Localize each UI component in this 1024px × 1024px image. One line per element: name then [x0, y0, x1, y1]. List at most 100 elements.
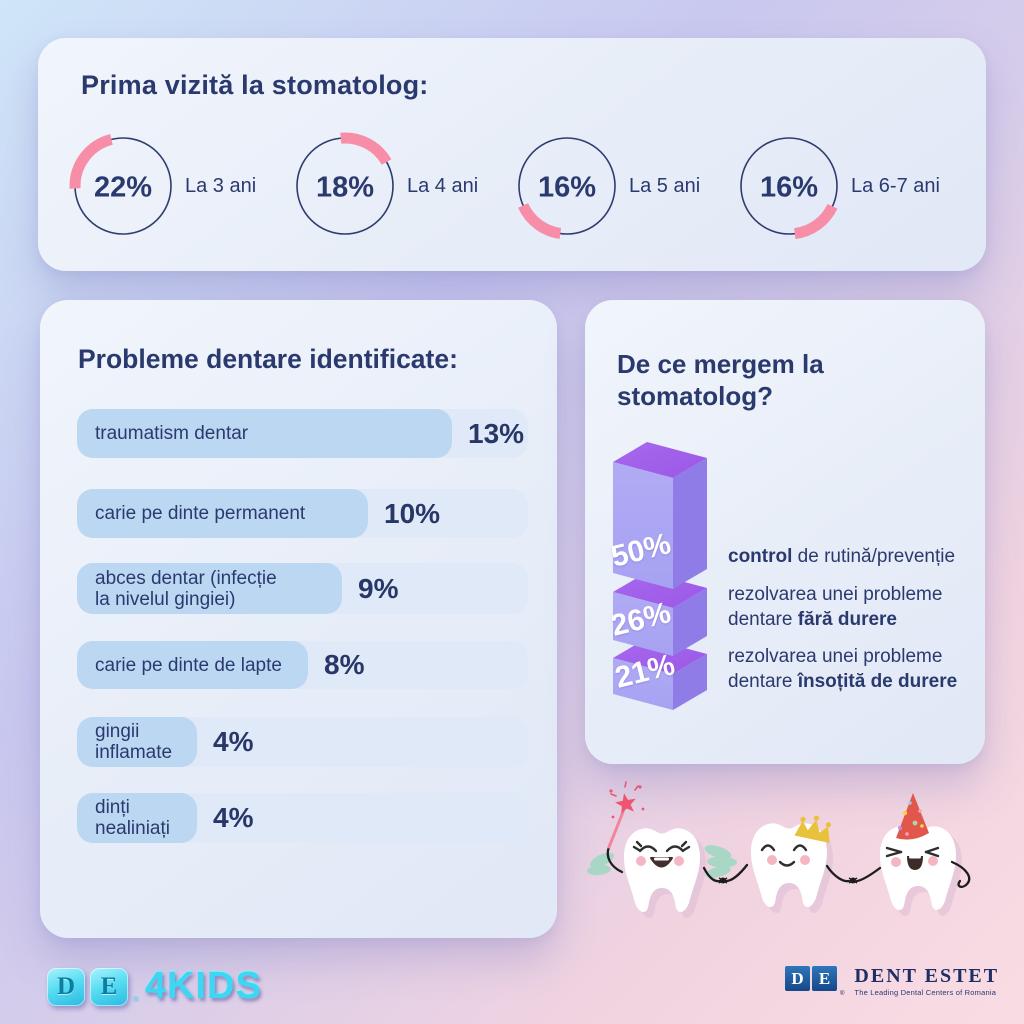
- bar-fill: [77, 489, 368, 538]
- cheek: [674, 856, 684, 866]
- donut-value: 22%: [94, 171, 152, 203]
- de4kids-wordmark: 4KIDS: [144, 965, 262, 1007]
- smile-mouth: [778, 860, 796, 867]
- reasons-card: De ce mergem la stomatolog? control de r…: [585, 300, 985, 764]
- donut-age-label: La 3 ani: [185, 174, 257, 197]
- cheek: [767, 855, 777, 865]
- dent-estet-wordmark: DENT ESTET: [854, 965, 1000, 987]
- problem-bar-row: abces dentar (infecție la nivelul gingiei…: [77, 563, 528, 614]
- donut-value: 16%: [760, 171, 818, 203]
- problem-bar-row: carie pe dinte de lapte 8%: [77, 641, 528, 689]
- reason-label: rezolvarea unei probleme dentare fără du…: [728, 584, 943, 630]
- bar-label: dinți nealiniați: [95, 797, 170, 839]
- bar-label: carie pe dinte permanent: [95, 503, 306, 524]
- donut-arc: [340, 132, 392, 165]
- bar-label: carie pe dinte de lapte: [95, 654, 282, 676]
- problem-bar-row: carie pe dinte permanent 10%: [77, 489, 528, 538]
- reason-label: rezolvarea unei probleme dentare însoțit…: [728, 646, 958, 692]
- donut-arc: [518, 203, 562, 239]
- reasons-title: De ce mergem la stomatolog?: [617, 348, 824, 412]
- reasons-title-line2: stomatolog?: [617, 381, 773, 411]
- donut-age-label: La 4 ani: [407, 174, 479, 197]
- curled-arm-line: [950, 860, 971, 888]
- box-side-face: [673, 588, 707, 656]
- donut-value: 18%: [316, 171, 374, 203]
- problem-bar-row: gingii inflamate 4%: [77, 717, 528, 767]
- bar-fill: [77, 641, 308, 689]
- bar-fill: [77, 793, 197, 843]
- bar-value: 4%: [213, 802, 254, 833]
- magic-wand-icon: [606, 781, 645, 874]
- open-laugh-mouth: [907, 856, 923, 870]
- crown-tooth-eyes-icon: [760, 844, 808, 852]
- problem-bar-row: traumatism dentar 13%: [77, 409, 528, 458]
- bar-label: traumatism dentar: [95, 423, 249, 444]
- reasons-3d-bars: [613, 442, 707, 710]
- cheek: [928, 856, 938, 866]
- reason-label: control de rutină/prevenție: [728, 546, 956, 567]
- donut-age-1: 22%: [67, 130, 179, 242]
- bar-fill: [77, 717, 197, 767]
- box-top-face: [613, 572, 707, 608]
- tooth-with-crown: [751, 815, 831, 908]
- donut-age-label: La 5 ani: [629, 174, 701, 197]
- registered-mark: ®: [133, 995, 139, 1004]
- donut-age-3: 16%: [511, 130, 623, 242]
- bar-value: 4%: [213, 726, 254, 757]
- bar-label: abces dentar (infecție la nivelul gingiei…: [95, 567, 277, 610]
- hand-knot: [718, 877, 728, 884]
- box-front-face: [613, 462, 673, 589]
- donut-age-2: 18%: [289, 130, 401, 242]
- dent-estet-letter-d: D: [785, 966, 810, 991]
- donut-arc: [793, 203, 838, 240]
- cheek: [891, 857, 901, 867]
- fairy-eyes-icon: [632, 840, 691, 853]
- laughing-eyes-icon: [885, 846, 940, 858]
- dent-estet-logo: D E ® DENT ESTET The Leading Dental Cent…: [785, 966, 999, 997]
- bar-label: gingii inflamate: [95, 721, 173, 763]
- de4kids-letter-d: D: [47, 967, 85, 1006]
- first-visit-title: Prima vizită la stomatolog:: [81, 70, 429, 100]
- hand-knot: [848, 877, 858, 884]
- bar-fill: [77, 409, 452, 458]
- holding-hands-line: [825, 864, 882, 883]
- bar-value: 13%: [468, 417, 525, 449]
- problems-card: Probleme dentare identificate: traumatis…: [40, 300, 557, 938]
- bar-value: 9%: [358, 572, 399, 604]
- box-side-face: [673, 458, 707, 589]
- bar-value: 8%: [324, 649, 365, 680]
- box-top-face: [613, 638, 707, 674]
- donut-arc: [69, 134, 113, 189]
- cheek: [636, 856, 646, 866]
- donut-age-4: 16%: [733, 130, 845, 242]
- donut-ring: [518, 137, 616, 235]
- party-hat-icon: [896, 793, 929, 840]
- dent-estet-tagline: The Leading Dental Centers of Romania: [854, 988, 997, 997]
- first-visit-card: Prima vizită la stomatolog: 22% La 3 ani 1…: [38, 38, 986, 271]
- box-side-face: [673, 654, 707, 710]
- reasons-title-line1: De ce mergem la: [617, 349, 824, 379]
- tooth-characters: [587, 781, 971, 919]
- problems-title: Probleme dentare identificate:: [78, 344, 458, 374]
- registered-mark: ®: [840, 991, 845, 997]
- holding-hands-line: [702, 863, 749, 883]
- tooth-with-party-hat: [880, 793, 971, 911]
- dent-estet-letter-e: E: [812, 966, 837, 991]
- problem-bar-row: dinți nealiniați 4%: [77, 793, 528, 843]
- bar-value: 10%: [384, 497, 441, 529]
- donut-value: 16%: [538, 171, 596, 203]
- donut-age-label: La 6-7 ani: [851, 174, 940, 197]
- box-top-face: [613, 442, 707, 478]
- teeth-strip: [909, 855, 921, 859]
- party-hat-dots: [898, 801, 924, 836]
- box-front-face: [613, 592, 673, 656]
- bar-fill: [77, 563, 342, 614]
- donut-ring: [740, 137, 838, 235]
- tooth-fairy: [624, 828, 700, 913]
- cheek: [800, 855, 810, 865]
- teeth-strip: [654, 857, 669, 861]
- box-front-face: [613, 658, 673, 710]
- crown-icon: [794, 815, 831, 844]
- de4kids-logo: D E ® 4KIDS: [47, 965, 262, 1008]
